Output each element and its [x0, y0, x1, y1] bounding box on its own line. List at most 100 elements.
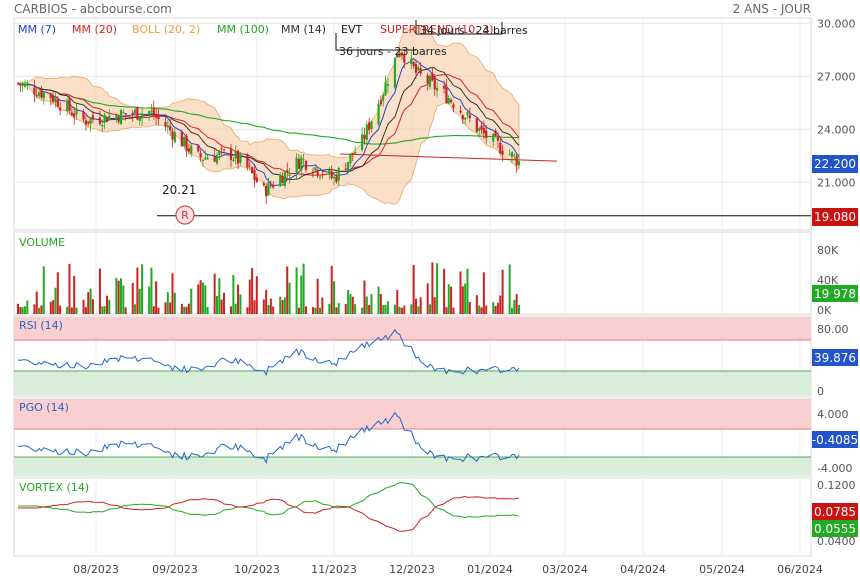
volume-bar — [38, 307, 41, 314]
rsi-overbought-zone — [14, 317, 811, 340]
volume-bar — [155, 281, 158, 314]
pgo-line — [17, 411, 520, 465]
candle-body — [363, 135, 366, 140]
candle-body — [171, 131, 174, 140]
candle-body — [386, 84, 389, 86]
volume-bar — [475, 295, 478, 314]
candle-body — [84, 120, 87, 125]
volume-bar — [115, 277, 118, 314]
candle-body — [180, 132, 183, 147]
candle-body — [262, 183, 265, 185]
volume-bar — [255, 276, 258, 314]
volume-bar — [466, 268, 469, 314]
ma14-line — [17, 67, 520, 181]
candle-body — [316, 169, 319, 176]
volume-bar — [251, 268, 254, 314]
candle-body — [513, 154, 516, 156]
volume-bar — [379, 294, 382, 314]
candle-body — [23, 83, 27, 87]
candle-body — [148, 111, 151, 114]
candle-body — [239, 154, 242, 163]
price-tick-label: 24.000 — [817, 123, 856, 136]
price-tick-label: 30.000 — [817, 17, 856, 30]
candle-body — [234, 151, 237, 159]
candle-body — [73, 113, 76, 118]
vortex-tick-012: 0.1200 — [817, 479, 856, 492]
candle-body — [492, 134, 495, 142]
candle-body — [265, 186, 268, 197]
volume-bar — [286, 266, 289, 314]
candle-body — [499, 142, 502, 154]
volume-bar — [108, 299, 111, 314]
volume-bar — [452, 307, 455, 314]
candle-body — [286, 170, 289, 173]
date-tick-label: 11/2023 — [311, 563, 357, 576]
legend-item: MM (20) — [72, 23, 117, 36]
volume-bar — [361, 307, 364, 314]
rsi-badge — [812, 349, 858, 366]
candle-body — [330, 171, 333, 178]
candle-body — [478, 128, 481, 131]
candle-body — [21, 83, 24, 86]
date-tick-label: 03/2024 — [542, 563, 588, 576]
volume-bar — [501, 269, 504, 314]
volume-bar — [59, 305, 62, 314]
candle-body — [204, 157, 207, 160]
candle-body — [508, 154, 511, 156]
candle-body — [279, 175, 282, 187]
candle-body — [124, 113, 127, 115]
candle-body — [91, 115, 95, 120]
candle-body — [40, 89, 43, 98]
supertrend-badge — [812, 208, 858, 226]
volume-bar — [204, 285, 207, 314]
volume-bar — [239, 294, 242, 314]
candle-body — [314, 167, 317, 171]
volume-bar — [232, 275, 235, 314]
volume-bar — [246, 307, 249, 314]
candle-body — [377, 103, 380, 125]
volume-bar — [68, 263, 71, 314]
candle-body — [515, 156, 518, 166]
candle-body — [482, 127, 485, 134]
candle-body — [87, 121, 90, 124]
volume-bar — [272, 306, 275, 314]
event-marker-circle[interactable] — [175, 205, 195, 225]
volume-bar — [426, 283, 429, 314]
candle-body — [98, 117, 102, 124]
candle-body — [269, 184, 272, 186]
candle-body — [138, 117, 141, 122]
candle-body — [435, 87, 439, 91]
volume-bar — [152, 306, 155, 314]
volume-bar — [464, 283, 467, 314]
volume-bar — [89, 288, 92, 314]
volume-bar — [419, 297, 422, 314]
volume-bar — [82, 299, 85, 314]
candle-body — [461, 115, 464, 120]
candle-body — [393, 57, 397, 88]
volume-bar — [330, 265, 333, 314]
volume-bar — [40, 305, 43, 314]
volume-bar — [429, 304, 432, 314]
volume-bar — [311, 307, 314, 314]
volume-bar — [138, 288, 141, 314]
vortex-plus-badge-text: 0.0555 — [814, 522, 856, 536]
last-price-badge-text: 22.200 — [814, 157, 856, 171]
ma20-line — [17, 74, 520, 176]
legend-item: MM (14) — [281, 23, 326, 36]
volume-bar — [410, 304, 413, 314]
candle-body — [466, 112, 469, 115]
candle-body — [272, 185, 275, 188]
candle-body — [185, 135, 188, 152]
volume-bar — [508, 264, 511, 314]
volume-bar — [370, 294, 373, 314]
event-marker-label: R — [181, 209, 189, 222]
candle-body — [501, 150, 504, 155]
candle-body — [155, 114, 158, 118]
date-tick-label: 04/2024 — [620, 563, 666, 576]
candle-body — [140, 113, 144, 119]
candle-body — [206, 158, 209, 160]
candle-body — [433, 78, 436, 90]
volume-bar — [91, 299, 94, 314]
candle-body — [101, 125, 104, 127]
volume-bar — [478, 305, 481, 314]
